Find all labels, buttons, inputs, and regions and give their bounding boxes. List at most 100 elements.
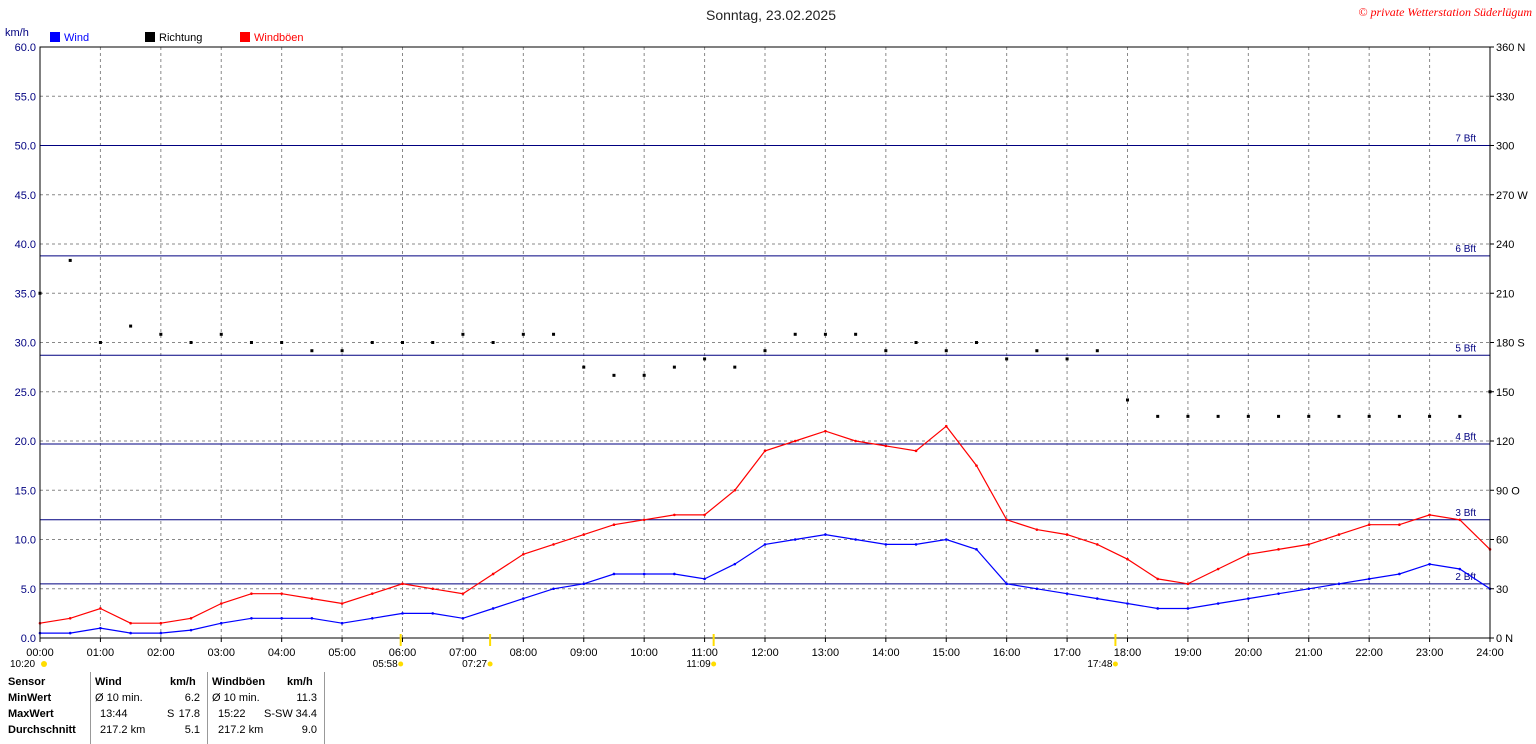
wind-point <box>1458 567 1462 571</box>
wind-point <box>582 582 586 586</box>
wind-point <box>280 617 283 620</box>
direction-point <box>672 365 676 369</box>
wind-point <box>461 617 465 620</box>
legend-swatch <box>50 32 60 42</box>
direction-point <box>854 332 858 336</box>
gust-point <box>280 592 283 595</box>
gust-point <box>491 572 495 576</box>
direction-point <box>763 349 767 353</box>
gust-point <box>642 518 646 522</box>
stats-gust-time: 217.2 km <box>218 724 264 736</box>
legend-swatch <box>145 32 155 42</box>
wind-point <box>824 533 827 536</box>
wind-point <box>401 612 404 615</box>
direction-point <box>884 349 888 353</box>
stats-row-label: MinWert <box>8 692 52 704</box>
x-tick-label: 01:00 <box>87 647 115 659</box>
y-tick-label-right: 0 N <box>1496 633 1513 645</box>
direction-point <box>1216 414 1220 418</box>
y-tick-label-left: 60.0 <box>15 42 36 54</box>
gust-point <box>99 607 102 610</box>
direction-point <box>310 349 314 353</box>
wind-point <box>491 607 495 610</box>
x-tick-label: 13:00 <box>812 647 840 659</box>
wind-point <box>703 577 706 581</box>
gust-point <box>1186 582 1190 586</box>
gust-point <box>975 464 978 467</box>
stats-gust-value: 9.0 <box>301 724 317 736</box>
gust-point <box>1367 523 1371 527</box>
direction-point <box>914 341 918 344</box>
y-tick-label-right: 30 <box>1496 584 1508 596</box>
x-tick-label: 12:00 <box>751 647 779 659</box>
wind-point <box>431 612 435 615</box>
x-tick-label: 20:00 <box>1235 647 1263 659</box>
direction-point <box>98 341 102 344</box>
direction-point <box>219 332 223 336</box>
direction-point <box>370 341 374 344</box>
plot-frame <box>39 46 1491 639</box>
y-tick-label-left: 25.0 <box>15 387 36 399</box>
beaufort-label: 6 Bft <box>1455 244 1476 255</box>
wind-point <box>250 617 253 620</box>
sun-event-label: 17:48 <box>1087 659 1112 670</box>
wind-point <box>733 562 737 566</box>
x-tick-label: 08:00 <box>510 647 538 659</box>
gust-point <box>1035 528 1039 531</box>
y-tick-label-left: 40.0 <box>15 239 36 251</box>
beaufort-label: 2 Bft <box>1455 572 1476 583</box>
y-axis-labels: 0.0 0 N 5.0 30 10.0 60 15.0 90 O 20.0 120 25.0 150 3… <box>15 42 1529 645</box>
wind-point <box>1307 587 1311 591</box>
direction-point <box>1337 414 1341 418</box>
stats-divider <box>90 672 91 744</box>
wind-point <box>1126 602 1129 605</box>
gust-point <box>1065 533 1069 536</box>
direction-point <box>1277 414 1281 418</box>
wind-point <box>1247 597 1250 600</box>
direction-point <box>129 324 133 328</box>
wind-point <box>914 543 918 546</box>
legend: Wind Richtung Windböen <box>50 32 304 44</box>
direction-point <box>189 341 193 344</box>
direction-point <box>1156 414 1160 418</box>
left-axis-unit: km/h <box>5 27 29 39</box>
x-tick-label: 03:00 <box>207 647 235 659</box>
wind-point <box>1156 607 1160 610</box>
gust-point <box>673 513 676 517</box>
wind-point <box>1035 587 1039 591</box>
gust-point <box>733 488 737 492</box>
y-tick-label-left: 30.0 <box>15 338 36 350</box>
legend-label: Windböen <box>254 32 304 44</box>
wind-point <box>1277 592 1280 595</box>
gust-point <box>159 621 163 625</box>
wind-point <box>370 617 374 620</box>
direction-point <box>1428 414 1432 418</box>
direction-point <box>521 332 525 336</box>
y-tick-label-left: 45.0 <box>15 190 36 202</box>
chart-title: Sonntag, 23.02.2025 <box>706 7 836 23</box>
direction-point <box>249 341 253 344</box>
wind-point <box>1367 577 1371 581</box>
direction-point <box>1246 414 1250 418</box>
direction-point <box>68 258 72 262</box>
wind-point <box>673 572 676 576</box>
direction-point <box>793 332 797 336</box>
gust-point <box>1005 518 1008 522</box>
beaufort-label: 4 Bft <box>1455 432 1476 443</box>
sun-marker-icon <box>711 661 717 667</box>
gust-point <box>431 587 435 591</box>
gust-point <box>461 592 465 595</box>
statistics-table: Sensor Wind km/h Windböen km/h MinWert Ø… <box>0 672 330 744</box>
stats-wind-value: 5.1 <box>184 724 200 736</box>
wind-point <box>219 621 223 625</box>
stats-wind-time: Ø 10 min. <box>95 692 143 704</box>
x-tick-label: 07:00 <box>449 647 477 659</box>
gust-point <box>1095 543 1099 546</box>
data-series <box>38 258 1492 635</box>
x-tick-label: 05:00 <box>328 647 356 659</box>
gust-point <box>793 439 797 443</box>
gust-point <box>310 597 314 600</box>
stats-header-wind: Wind <box>95 676 122 688</box>
stats-gust-time: Ø 10 min. <box>212 692 260 704</box>
